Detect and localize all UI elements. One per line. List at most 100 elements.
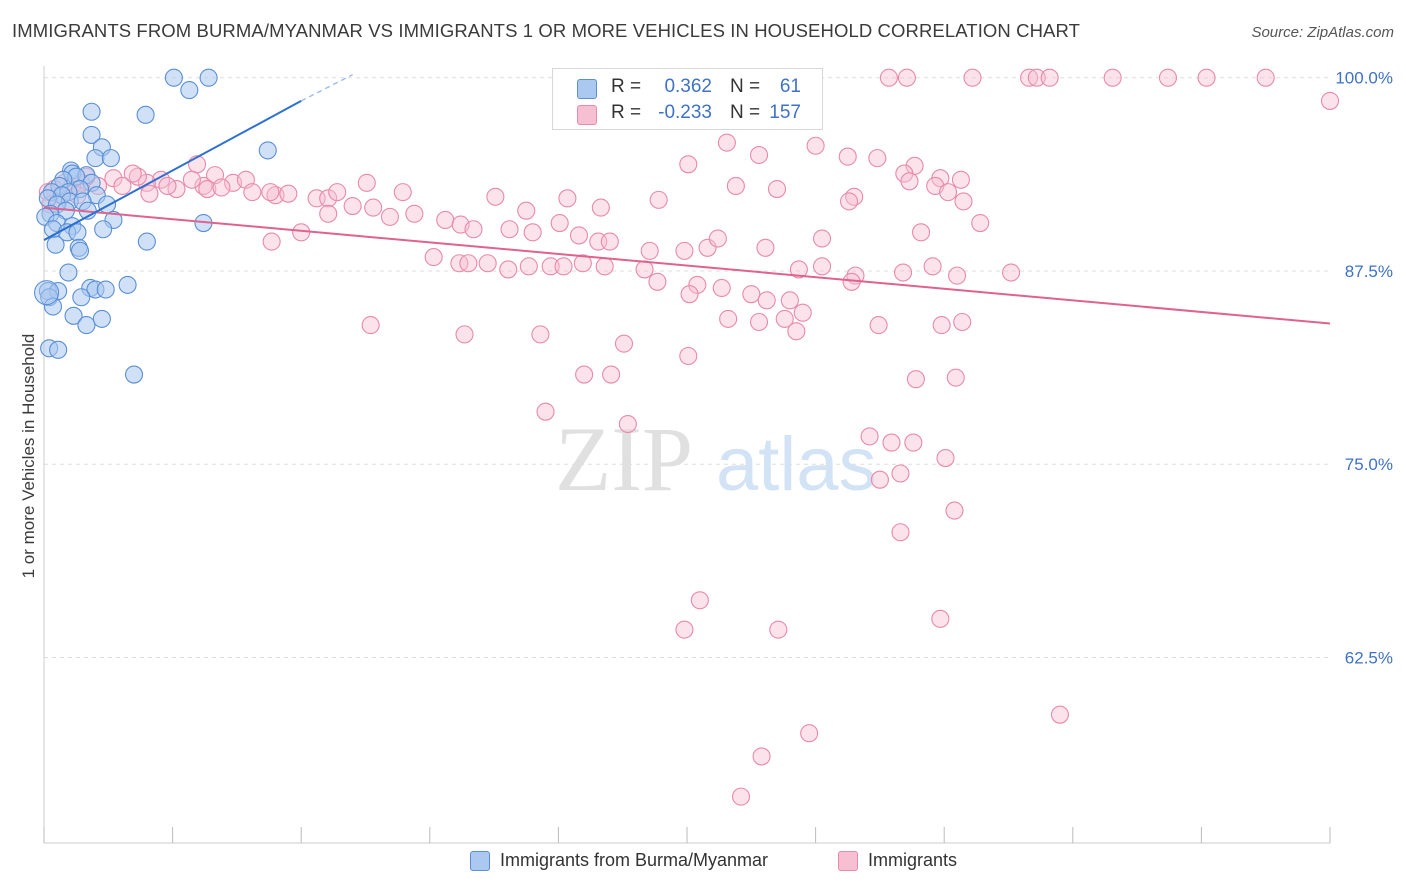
immigrants-point [954, 192, 973, 211]
immigrants-point [939, 183, 958, 202]
immigrants-point [800, 724, 819, 743]
immigrants-swatch [577, 105, 597, 125]
immigrants-point [614, 334, 634, 353]
immigrants-point [893, 263, 913, 282]
legend-item-burma[interactable]: Immigrants from Burma/Myanmar [470, 850, 768, 871]
chart-title: IMMIGRANTS FROM BURMA/MYANMAR VS IMMIGRA… [12, 20, 1081, 41]
immigrants-point [618, 414, 637, 434]
immigrants-point [793, 303, 812, 322]
immigrants-point [868, 149, 887, 168]
immigrants-point [261, 183, 280, 202]
immigrants-point [436, 210, 455, 230]
burma-point [97, 195, 117, 214]
immigrants-point [839, 192, 859, 211]
burma-point [86, 149, 105, 168]
immigrants-point [749, 312, 769, 332]
immigrants-point [742, 285, 761, 304]
immigrants-point [1256, 68, 1275, 87]
immigrants-point [900, 172, 919, 191]
immigrants-point [780, 291, 799, 310]
immigrants-point [573, 254, 592, 273]
immigrants-point [113, 176, 132, 195]
burma-point [137, 232, 156, 251]
immigrants-point [198, 179, 217, 199]
immigrants-point [1158, 68, 1178, 87]
immigrants-point [789, 260, 808, 279]
immigrants-point [357, 173, 376, 192]
immigrants-point [319, 204, 338, 223]
n-value: 61 [779, 76, 801, 97]
immigrants-point [891, 464, 910, 483]
immigrants-point [424, 248, 443, 267]
n-label: N = [730, 102, 761, 123]
immigrants-point [343, 196, 362, 216]
burma-point [82, 125, 101, 144]
n-value: 157 [769, 102, 801, 123]
immigrants-point [478, 254, 497, 273]
burma-trend-line [43, 100, 302, 241]
immigrants-point [640, 241, 659, 260]
immigrants-point [787, 322, 806, 341]
burma-point [77, 316, 96, 335]
immigrants-point [675, 620, 694, 639]
immigrants-point [953, 312, 972, 332]
immigrants-point [140, 184, 159, 203]
immigrants-point [882, 433, 901, 452]
bottom-legend: Immigrants from Burma/Myanmar Immigrants [0, 850, 1406, 880]
immigrants-point [279, 184, 298, 203]
burma-points [34, 68, 277, 384]
immigrants-point [712, 278, 731, 298]
burma-point [136, 105, 155, 124]
burma-point [94, 220, 113, 239]
legend-label-immigrants: Immigrants [868, 850, 958, 870]
immigrants-point [946, 368, 965, 387]
burma-point [64, 306, 83, 325]
immigrants-point [541, 257, 560, 276]
source-label[interactable]: Source: ZipAtlas.com [1251, 24, 1394, 41]
immigrants-point [769, 620, 788, 639]
immigrants-point [906, 370, 925, 389]
burma-point [49, 340, 68, 359]
immigrants-point [531, 325, 550, 344]
immigrants-point [361, 316, 380, 335]
burma-point [258, 141, 277, 160]
immigrants-point [749, 145, 769, 165]
burma-point [34, 280, 60, 306]
immigrants-point [951, 170, 970, 189]
immigrants-point [812, 257, 832, 276]
legend-item-immigrants[interactable]: Immigrants [838, 850, 957, 871]
immigrants-point [1002, 263, 1021, 282]
immigrants-point [123, 164, 142, 183]
immigrants-point [558, 189, 577, 208]
immigrants-point [1103, 68, 1122, 87]
watermark-atlas: atlas [716, 422, 877, 507]
immigrants-point [891, 523, 910, 542]
burma-point [118, 275, 137, 294]
immigrants-point [328, 183, 347, 202]
immigrants-point [459, 254, 478, 273]
immigrants-point [870, 470, 889, 489]
immigrants-point [1040, 68, 1059, 87]
tick-labels: 100.0%87.5%75.0%62.5%0.0%100.0% [1335, 69, 1393, 668]
stats-row-burma: R = 0.362 N = 61 [553, 76, 822, 102]
immigrants-point [649, 190, 668, 209]
immigrants-point [708, 229, 727, 248]
burma-point [59, 263, 78, 282]
immigrants-point [554, 257, 573, 276]
immigrants-point [380, 207, 399, 226]
watermark-zip: ZIP [555, 408, 693, 510]
immigrants-point [752, 747, 771, 766]
immigrants-point [499, 260, 518, 279]
immigrants-point [806, 136, 825, 155]
immigrants-point [464, 220, 483, 239]
immigrants-point [860, 427, 879, 446]
burma-point [199, 68, 218, 87]
immigrants-point [648, 272, 667, 291]
immigrants-point [158, 176, 177, 195]
r-value: 0.362 [664, 76, 712, 97]
immigrants-point [912, 223, 931, 242]
immigrants-point [405, 204, 424, 223]
y-tick-label: 87.5% [1345, 262, 1393, 281]
immigrants-point [948, 266, 967, 285]
immigrants-point [635, 260, 654, 279]
